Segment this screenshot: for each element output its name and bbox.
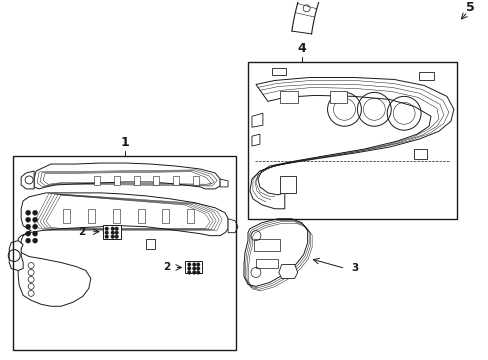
Bar [133,176,139,185]
Text: 2: 2 [163,262,170,273]
Polygon shape [249,77,453,209]
Circle shape [192,271,196,274]
Circle shape [196,271,200,274]
Polygon shape [18,193,227,306]
Circle shape [25,217,31,222]
Bar [187,209,194,223]
Circle shape [192,263,196,266]
Bar [173,176,179,185]
Bar [88,209,95,223]
Circle shape [105,227,108,230]
Bar [13,156,236,350]
Circle shape [115,227,118,230]
Circle shape [196,263,200,266]
Circle shape [25,224,31,229]
Bar [94,176,100,185]
Circle shape [111,227,114,230]
Circle shape [187,267,191,270]
Circle shape [111,231,114,234]
Bar [329,91,347,103]
Circle shape [187,263,191,266]
Bar [255,258,277,269]
Polygon shape [279,176,295,193]
Circle shape [115,231,118,234]
Circle shape [33,210,38,215]
Circle shape [105,235,108,238]
Text: 1: 1 [120,136,129,149]
Polygon shape [251,134,260,146]
Polygon shape [145,239,155,249]
Bar [153,176,159,185]
Circle shape [33,217,38,222]
Polygon shape [227,219,238,233]
Circle shape [105,231,108,234]
Circle shape [33,231,38,236]
Polygon shape [251,113,263,127]
Bar [137,209,144,223]
Bar [193,176,199,185]
Bar [112,209,120,223]
Bar [279,91,297,103]
Bar [185,261,202,274]
Text: 3: 3 [351,264,358,274]
Polygon shape [9,240,23,270]
Circle shape [192,267,196,270]
Text: 4: 4 [297,42,305,55]
Circle shape [111,235,114,238]
Circle shape [187,271,191,274]
Bar [113,176,120,185]
Circle shape [115,235,118,238]
Polygon shape [220,179,227,187]
Circle shape [25,238,31,243]
Bar [253,239,279,251]
Bar [102,225,121,239]
Polygon shape [418,72,433,81]
Polygon shape [34,163,220,189]
Bar [162,209,169,223]
Text: 2: 2 [79,227,86,237]
Polygon shape [271,68,285,76]
Polygon shape [413,149,426,159]
Text: 5: 5 [466,1,474,14]
Bar [247,62,456,219]
Bar [63,209,70,223]
Circle shape [33,224,38,229]
Polygon shape [244,219,307,287]
Circle shape [25,231,31,236]
Polygon shape [278,265,297,278]
Circle shape [196,267,200,270]
Polygon shape [291,0,339,34]
Polygon shape [21,171,34,189]
Circle shape [33,238,38,243]
Circle shape [25,210,31,215]
